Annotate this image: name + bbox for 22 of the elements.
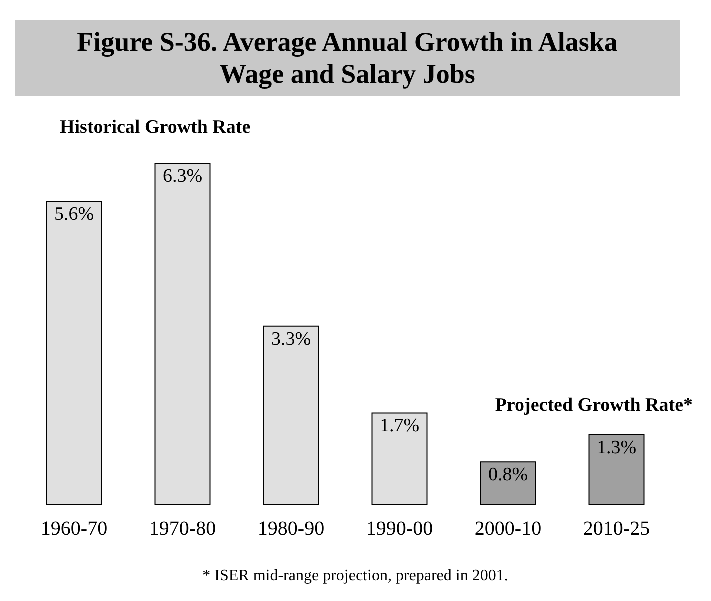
x-tick-label: 1970-80	[149, 518, 216, 540]
text: Historical Growth Rate	[60, 117, 251, 138]
bar	[480, 462, 536, 505]
bar	[372, 412, 428, 505]
bar	[588, 434, 645, 505]
chart-title: Figure S-36. Average Annual Growth in Alaska Wage and Salary Jobs	[76, 26, 619, 90]
bar	[154, 163, 211, 505]
data-label: 0.8%	[488, 464, 528, 486]
x-tick-label: 1960-70	[40, 518, 108, 540]
x-tick-label: 2010-25	[583, 518, 650, 540]
data-label: 3.3%	[271, 328, 312, 350]
data-label: 6.3%	[162, 166, 203, 187]
bar	[46, 201, 102, 505]
text: * ISER mid-range projection, prepared in 2001.	[202, 568, 508, 584]
x-tick-label: 1990-00	[366, 518, 434, 540]
data-label: 5.6%	[54, 204, 94, 225]
x-tick-label: 1980-90	[258, 518, 325, 540]
data-label: 1.7%	[380, 416, 420, 437]
annotation: Projected Growth Rate*	[495, 395, 694, 416]
x-tick-label: 2000-10	[474, 518, 542, 540]
bar	[263, 326, 320, 505]
data-label: 1.3%	[596, 437, 637, 458]
